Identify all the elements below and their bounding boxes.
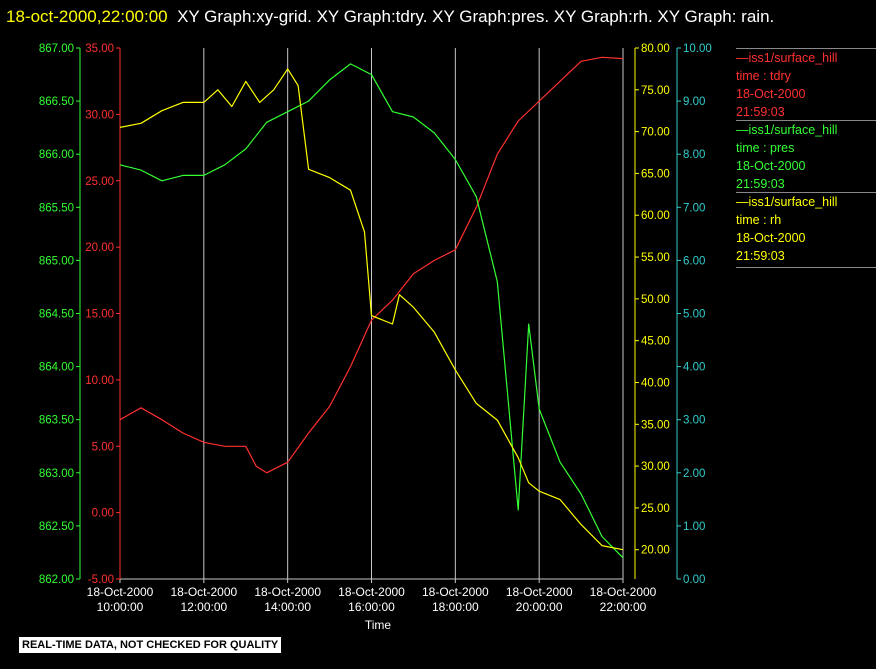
rh-tick-label: 70.00: [641, 127, 670, 139]
pres-tick-label: 867.00: [39, 43, 74, 55]
legend-entry-pres: —iss1/surface_hill time : pres 18-Oct-20…: [736, 120, 876, 193]
pres-tick-label: 862.00: [39, 574, 74, 586]
x-tick-time: 20:00:00: [516, 600, 563, 614]
legend-variable: time : rh: [736, 213, 782, 227]
header-timestamp: 18-oct-2000,22:00:00: [6, 7, 168, 26]
pres-tick-label: 866.00: [39, 149, 74, 161]
x-tick-date: 18-Oct-2000: [590, 585, 657, 599]
rain-tick-label: 10.00: [683, 43, 712, 55]
x-tick-date: 18-Oct-2000: [254, 585, 321, 599]
tdry-tick-label: 5.00: [92, 441, 114, 453]
legend-name: —iss1/surface_hill: [736, 51, 838, 65]
rh-tick-label: 30.00: [641, 461, 670, 473]
legend-variable: time : tdry: [736, 69, 791, 83]
tdry-tick-label: 15.00: [85, 309, 114, 321]
legend-entry-rh: —iss1/surface_hill time : rh 18-Oct-2000…: [736, 192, 876, 268]
x-tick-date: 18-Oct-2000: [422, 585, 489, 599]
x-tick-date: 18-Oct-2000: [338, 585, 405, 599]
x-tick-date: 18-Oct-2000: [170, 585, 237, 599]
legend-date: 18-Oct-2000: [736, 87, 806, 101]
legend-date: 18-Oct-2000: [736, 231, 806, 245]
tdry-tick-label: -5.00: [88, 574, 114, 586]
rain-tick-label: 4.00: [683, 362, 705, 374]
series-line-rh: [119, 68, 624, 551]
quality-notice: REAL-TIME DATA, NOT CHECKED FOR QUALITY: [19, 637, 282, 653]
pres-tick-label: 863.50: [39, 415, 74, 427]
rh-tick-label: 65.00: [641, 168, 670, 180]
x-tick-date: 18-Oct-2000: [506, 585, 573, 599]
rh-tick-label: 60.00: [641, 210, 670, 222]
tdry-tick-label: 0.00: [92, 508, 114, 520]
legend-time: 21:59:03: [736, 177, 785, 191]
legend-time: 21:59:03: [736, 105, 785, 119]
rh-tick-label: 80.00: [641, 43, 670, 55]
rain-tick-label: 6.00: [683, 255, 705, 267]
pres-tick-label: 865.50: [39, 202, 74, 214]
rain-tick-label: 1.00: [683, 521, 705, 533]
pres-tick-label: 864.50: [39, 309, 74, 321]
tdry-tick-label: 30.00: [85, 109, 114, 121]
rh-tick-label: 75.00: [641, 85, 670, 97]
series-line-pres: [119, 63, 624, 559]
rain-tick-label: 2.00: [683, 468, 705, 480]
legend-variable: time : pres: [736, 141, 795, 155]
tdry-tick-label: 10.00: [85, 375, 114, 387]
legend-name: —iss1/surface_hill: [736, 195, 838, 209]
x-tick-time: 10:00:00: [97, 600, 144, 614]
rh-tick-label: 40.00: [641, 377, 670, 389]
legend-time: 21:59:03: [736, 249, 785, 263]
legend-name: —iss1/surface_hill: [736, 123, 838, 137]
rh-tick-label: 25.00: [641, 503, 670, 515]
pres-tick-label: 865.00: [39, 255, 74, 267]
x-tick-date: 18-Oct-2000: [87, 585, 154, 599]
header-graph-list: XY Graph:xy-grid. XY Graph:tdry. XY Grap…: [177, 7, 775, 26]
rain-tick-label: 0.00: [683, 574, 705, 586]
rain-tick-label: 9.00: [683, 96, 705, 108]
x-tick-time: 18:00:00: [432, 600, 479, 614]
rain-tick-label: 7.00: [683, 202, 705, 214]
pres-tick-label: 866.50: [39, 96, 74, 108]
rh-tick-label: 45.00: [641, 336, 670, 348]
rh-tick-label: 50.00: [641, 294, 670, 306]
legend-date: 18-Oct-2000: [736, 159, 806, 173]
pres-tick-label: 862.50: [39, 521, 74, 533]
rain-tick-label: 3.00: [683, 415, 705, 427]
legend-entry-tdry: —iss1/surface_hill time : tdry 18-Oct-20…: [736, 48, 876, 121]
x-tick-time: 14:00:00: [264, 600, 311, 614]
rh-tick-label: 55.00: [641, 252, 670, 264]
rain-tick-label: 5.00: [683, 309, 705, 321]
x-tick-time: 12:00:00: [180, 600, 227, 614]
x-axis-label: Time: [365, 618, 392, 632]
pres-tick-label: 863.00: [39, 468, 74, 480]
tdry-tick-label: 20.00: [85, 242, 114, 254]
x-tick-time: 22:00:00: [600, 600, 647, 614]
pres-tick-label: 864.00: [39, 362, 74, 374]
x-tick-time: 16:00:00: [348, 600, 395, 614]
rh-tick-label: 35.00: [641, 419, 670, 431]
rain-tick-label: 8.00: [683, 149, 705, 161]
graph-header: 18-oct-2000,22:00:00 XY Graph:xy-grid. X…: [6, 2, 872, 31]
rh-tick-label: 20.00: [641, 545, 670, 557]
series-line-tdry: [119, 56, 624, 474]
tdry-tick-label: 25.00: [85, 176, 114, 188]
tdry-tick-label: 35.00: [85, 43, 114, 55]
